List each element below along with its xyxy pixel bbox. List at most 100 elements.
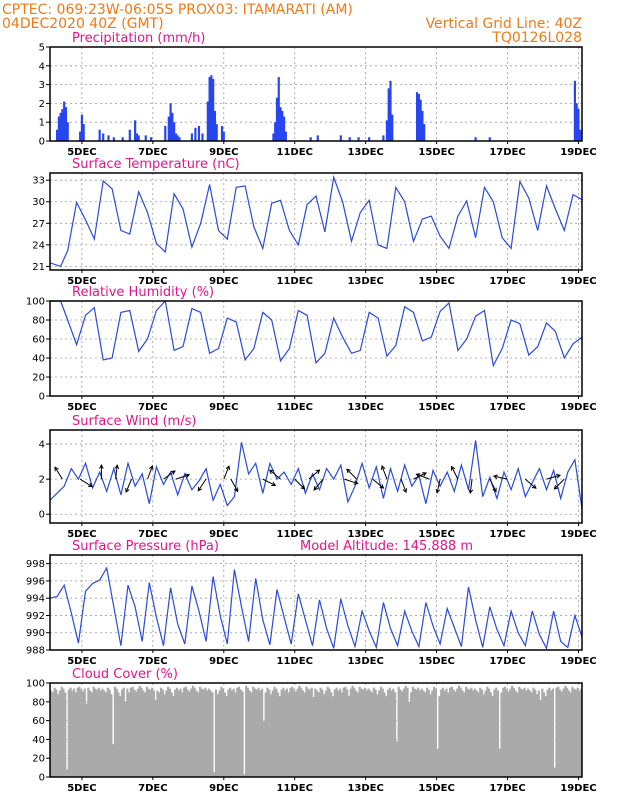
- cloud-bar: [276, 692, 280, 777]
- precip-bar: [112, 137, 115, 141]
- wind-arrow-head: [402, 488, 408, 494]
- wind-arrow-head: [300, 485, 306, 490]
- cloud-bar: [172, 696, 175, 777]
- cloud-bar: [335, 687, 338, 777]
- precip-bar: [575, 103, 578, 141]
- precip-bar: [279, 107, 282, 141]
- cloud-bar: [300, 687, 303, 777]
- cloud-bar: [328, 688, 331, 777]
- precip-bar: [348, 137, 351, 141]
- precip-bar: [421, 110, 424, 141]
- precip-bar: [277, 77, 280, 141]
- cloud-bar: [355, 690, 358, 777]
- cloud-bar: [456, 688, 459, 777]
- xtick-label: 7DEC: [138, 402, 167, 413]
- ytick-label: 30: [32, 197, 45, 208]
- precip-bar: [178, 137, 181, 141]
- cloud-bar: [571, 686, 574, 777]
- cloud-bar: [330, 692, 333, 777]
- cloud-bar: [518, 686, 521, 777]
- cloud-bar: [60, 686, 63, 777]
- xtick-label: 9DEC: [209, 529, 238, 540]
- header-grid-note: Vertical Grid Line: 40Z: [426, 16, 582, 32]
- ytick-label: 992: [26, 611, 45, 622]
- xtick-label: 17DEC: [489, 783, 525, 794]
- cloud-bar: [427, 689, 430, 777]
- panel-title-wind: Surface Wind (m/s): [72, 414, 196, 429]
- cloud-bar: [404, 685, 407, 777]
- precip-bar: [201, 133, 204, 141]
- cloud-bar: [418, 690, 422, 777]
- cloud-bar: [477, 692, 480, 777]
- cloud-bar: [429, 694, 432, 777]
- precip-bar: [80, 114, 84, 141]
- ytick-label: 988: [26, 646, 45, 657]
- cloud-bar: [495, 687, 498, 777]
- cloud-bar: [223, 692, 226, 777]
- precip-bar: [577, 109, 580, 141]
- precip-bar: [98, 129, 101, 141]
- cloud-bar: [87, 687, 90, 777]
- cloud-bar: [305, 686, 308, 777]
- precip-bar: [274, 122, 277, 141]
- cloud-bar: [163, 694, 166, 777]
- cloud-bar: [521, 689, 524, 777]
- cloud-bar: [326, 686, 329, 777]
- cloud-bar: [369, 690, 372, 777]
- cloud-bar: [516, 692, 519, 777]
- cloud-bar: [337, 690, 340, 777]
- precip-bar: [134, 120, 137, 141]
- ytick-label: 21: [32, 262, 45, 273]
- cloud-bar: [131, 686, 134, 777]
- cloud-bar: [464, 686, 468, 777]
- precip-bar: [176, 135, 179, 141]
- series-line-pressure: [49, 566, 583, 651]
- xtick-label: 7DEC: [138, 783, 167, 794]
- xtick-label: 9DEC: [209, 656, 238, 667]
- cloud-bar: [159, 687, 163, 777]
- wind-arrow-head: [468, 489, 474, 495]
- cloud-bar: [461, 690, 464, 777]
- wind-arrow: [115, 465, 118, 480]
- wind-arrow: [197, 478, 207, 492]
- cloud-bar: [399, 689, 402, 777]
- cloud-bar: [76, 687, 79, 777]
- panel-title-humidity: Relative Humidity (%): [72, 285, 214, 300]
- cloud-bar: [211, 692, 214, 777]
- cloud-bar: [317, 692, 320, 777]
- cloud-bar: [349, 688, 352, 777]
- wind-arrow: [346, 468, 358, 480]
- xtick-label: 13DEC: [347, 402, 383, 413]
- cloud-bar: [245, 685, 248, 777]
- cloud-bar: [57, 694, 60, 777]
- wind-arrow: [493, 475, 508, 480]
- cloud-bar: [331, 696, 335, 777]
- cloud-bar: [525, 690, 528, 777]
- cloud-bar: [569, 692, 572, 777]
- wind-arrow-head: [492, 474, 498, 480]
- cloud-bar: [463, 692, 466, 777]
- ytick-label: 4: [39, 61, 45, 72]
- precip-bar: [173, 122, 176, 141]
- cloud-bar: [96, 689, 99, 777]
- wind-arrow: [451, 466, 459, 480]
- cloud-bar: [80, 689, 83, 777]
- precip-bar: [171, 112, 174, 141]
- cloud-bar: [519, 688, 523, 777]
- ytick-label: 3: [39, 80, 45, 91]
- cloud-bar: [165, 690, 168, 777]
- cloud-bar: [488, 688, 491, 777]
- cloud-bar: [475, 690, 478, 777]
- precip-bar: [275, 97, 279, 141]
- cloud-bar: [294, 691, 297, 777]
- cloud-bar: [273, 686, 276, 777]
- cloud-bar: [436, 748, 439, 777]
- panel-wind: Surface Wind (m/s) 0 2 4 5DEC 7DEC 9DEC 11DEC 13…: [39, 414, 597, 540]
- cloud-bar: [81, 691, 85, 777]
- cloud-bar: [291, 686, 294, 777]
- cloud-bar: [385, 696, 388, 777]
- wind-arrow-head: [531, 484, 537, 489]
- cloud-bar: [65, 769, 69, 777]
- cloud-bar: [564, 685, 567, 777]
- cloud-bar: [170, 692, 173, 777]
